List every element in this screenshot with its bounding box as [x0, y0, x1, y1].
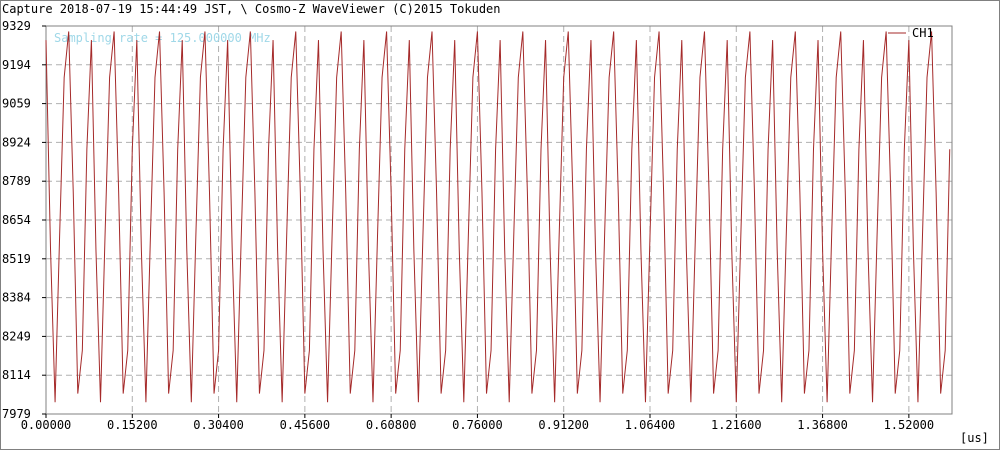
y-tick-label: 9194: [2, 58, 31, 72]
series-line-ch1: [45, 31, 951, 403]
x-tick-label: 0.30400: [193, 418, 244, 432]
y-tick-label: 9329: [2, 19, 31, 33]
y-tick-label: 7979: [2, 407, 31, 421]
y-tick-label: 8249: [2, 329, 31, 343]
y-tick-label: 8924: [2, 135, 31, 149]
x-tick-label: 0.00000: [21, 418, 72, 432]
y-tick-label: 8654: [2, 213, 31, 227]
axes: 9329 9194 9059 8924 8789 8654 8519 8384 8249 8114…: [2, 19, 953, 432]
series-group: [45, 31, 951, 403]
legend: CH1: [888, 26, 934, 40]
x-tick-label: 0.91200: [538, 418, 589, 432]
x-tick-label: 1.36800: [797, 418, 848, 432]
y-tick-label: 8519: [2, 252, 31, 266]
x-tick-label: 0.60800: [366, 418, 417, 432]
x-tick-label: 0.15200: [107, 418, 158, 432]
x-axis-unit-label: [us]: [960, 431, 989, 445]
x-tick-label: 0.76000: [452, 418, 503, 432]
x-tick-label: 1.52000: [884, 418, 935, 432]
legend-label-ch1: CH1: [912, 26, 934, 40]
y-tick-label: 8384: [2, 291, 31, 305]
x-tick-label: 1.21600: [711, 418, 762, 432]
window-title: Capture 2018-07-19 15:44:49 JST, \ Cosmo…: [2, 2, 501, 16]
y-tick-label: 8114: [2, 368, 31, 382]
y-tick-label: 9059: [2, 97, 31, 111]
x-tick-label: 1.06400: [625, 418, 676, 432]
x-tick-label: 0.45600: [280, 418, 331, 432]
sampling-rate-annotation: Sampling rate = 125.000000 MHz: [54, 31, 271, 45]
y-tick-label: 8789: [2, 174, 31, 188]
